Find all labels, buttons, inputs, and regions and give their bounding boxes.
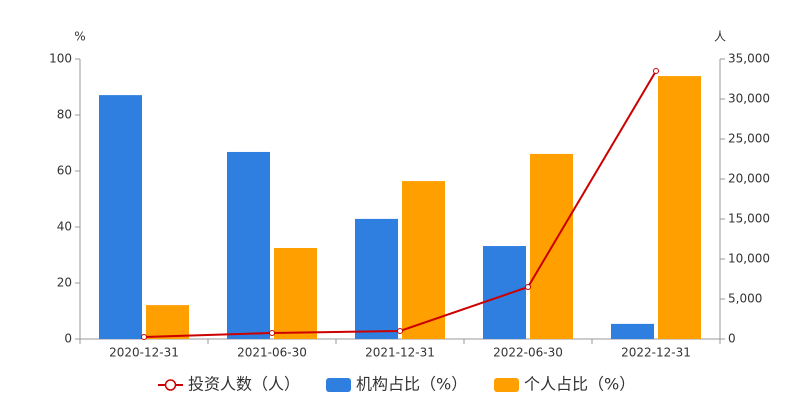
x-tick-label: 2022-06-30 [493, 346, 563, 360]
bar [402, 181, 445, 339]
x-tick-label: 2022-12-31 [621, 346, 691, 360]
legend-symbol [164, 379, 177, 391]
y2-axis-unit: 人 [714, 30, 726, 44]
bar [227, 151, 270, 339]
line-point [141, 334, 147, 340]
y-tick-label: 60 [57, 164, 72, 178]
y2-tick-label: 5,000 [728, 292, 762, 306]
legend: 投资人数（人） 机构占比（%） 个人占比（%） [158, 375, 635, 394]
legend-symbol [494, 378, 519, 392]
bar [99, 95, 142, 340]
y-tick-label: 100 [49, 52, 72, 66]
bar [483, 246, 526, 339]
y2-tick-label: 30,000 [728, 92, 770, 106]
y2-tick-label: 0 [728, 332, 736, 346]
y-tick-label: 0 [64, 332, 72, 346]
y-axis-unit: % [74, 30, 85, 44]
bar [274, 248, 317, 339]
x-tick-label: 2021-12-31 [365, 346, 435, 360]
line-point [525, 284, 531, 290]
y-tick-label: 40 [57, 220, 72, 234]
legend-label: 机构占比（%） [356, 375, 467, 394]
line-point [653, 68, 659, 74]
legend-label: 个人占比（%） [524, 375, 635, 394]
legend-symbol [326, 378, 351, 392]
y2-tick-label: 35,000 [728, 52, 770, 66]
y-tick-label: 20 [57, 276, 72, 290]
line [143, 70, 657, 338]
line-point [397, 328, 403, 334]
y2-tick-label: 10,000 [728, 252, 770, 266]
x-tick-label: 2021-06-30 [237, 346, 307, 360]
legend-label: 投资人数（人） [188, 375, 300, 394]
y-tick-label: 80 [57, 108, 72, 122]
x-tick-label: 2020-12-31 [109, 346, 179, 360]
bar [355, 218, 398, 339]
bar [146, 305, 189, 339]
bar [658, 76, 701, 339]
y2-tick-label: 15,000 [728, 212, 770, 226]
bar [611, 323, 654, 339]
line-point [269, 330, 275, 336]
y2-tick-label: 25,000 [728, 132, 770, 146]
y2-tick-label: 20,000 [728, 172, 770, 186]
